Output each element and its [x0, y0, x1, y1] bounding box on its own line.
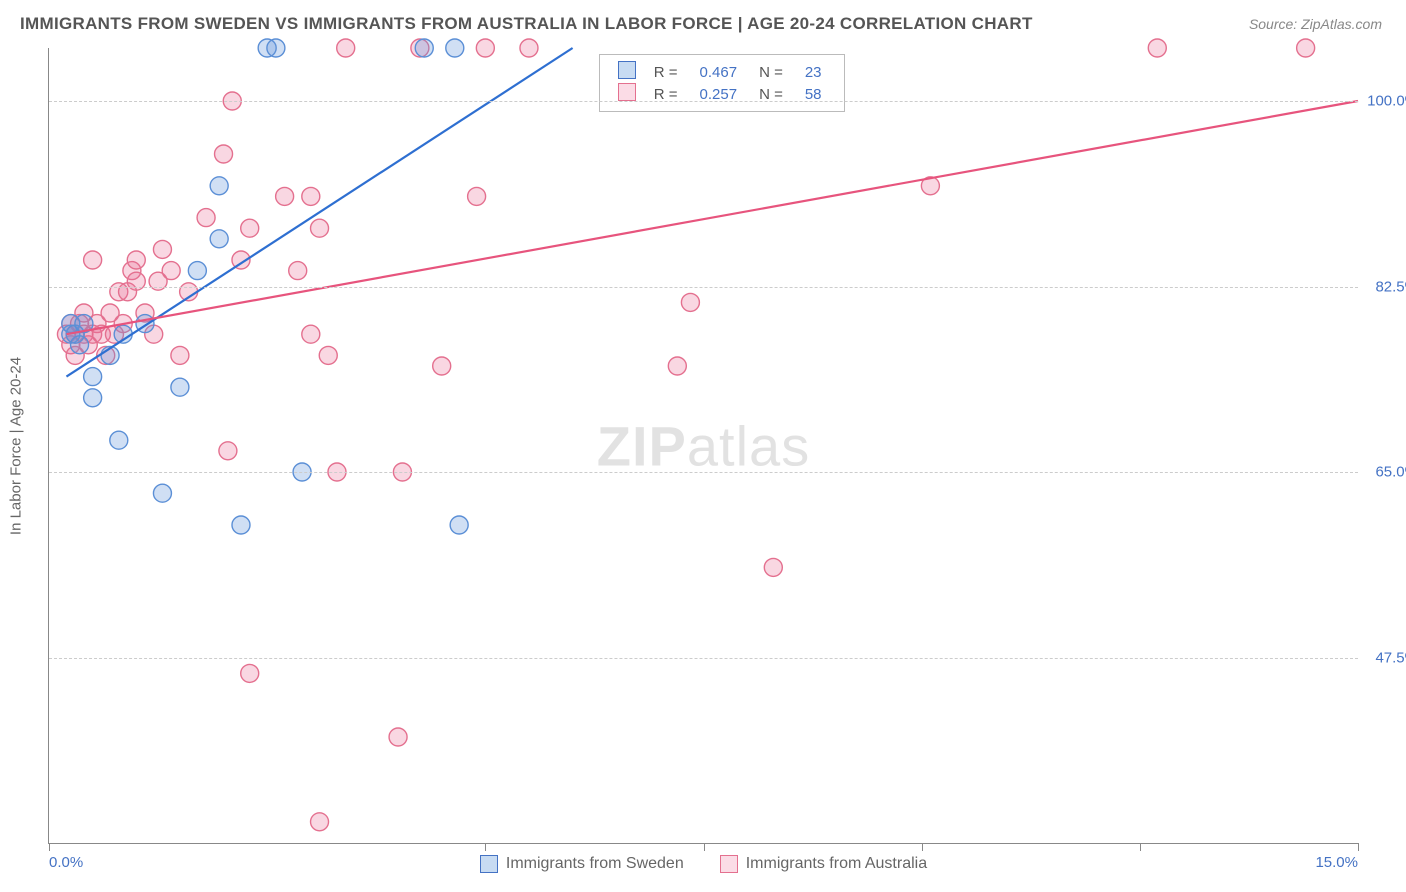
plot-svg: [49, 48, 1358, 843]
y-tick-label: 47.5%: [1375, 649, 1406, 666]
legend-swatch-1: [720, 855, 738, 873]
legend-label-0: Immigrants from Sweden: [506, 855, 684, 873]
chart-container: IMMIGRANTS FROM SWEDEN VS IMMIGRANTS FRO…: [0, 0, 1406, 892]
legend-item-1: Immigrants from Australia: [720, 855, 927, 873]
stat-n-0: 23: [805, 64, 822, 81]
plot-area: ZIPatlas R =0.467 N =23 R =0.257 N =58: [48, 48, 1358, 844]
y-tick-label: 100.0%: [1367, 93, 1406, 110]
stat-n-1: 58: [805, 86, 822, 103]
bottom-legend: Immigrants from Sweden Immigrants from A…: [49, 855, 1358, 873]
stat-r-1: 0.257: [700, 86, 738, 103]
stat-r-0: 0.467: [700, 64, 738, 81]
stat-row-0: R =0.467 N =23: [612, 61, 832, 83]
x-tick-label-max: 15.0%: [1315, 854, 1358, 871]
y-tick-label: 82.5%: [1375, 278, 1406, 295]
x-tick-label-min: 0.0%: [49, 854, 83, 871]
y-tick-label: 65.0%: [1375, 464, 1406, 481]
legend-label-1: Immigrants from Australia: [746, 855, 927, 873]
stat-swatch-1: [618, 83, 636, 101]
stat-legend-table: R =0.467 N =23 R =0.257 N =58: [610, 59, 834, 107]
source-label: Source: ZipAtlas.com: [1249, 16, 1382, 32]
stat-swatch-0: [618, 61, 636, 79]
legend-item-0: Immigrants from Sweden: [480, 855, 684, 873]
chart-title: IMMIGRANTS FROM SWEDEN VS IMMIGRANTS FRO…: [20, 14, 1033, 34]
stat-legend: R =0.467 N =23 R =0.257 N =58: [599, 54, 845, 112]
legend-swatch-0: [480, 855, 498, 873]
y-axis-title: In Labor Force | Age 20-24: [8, 357, 25, 535]
